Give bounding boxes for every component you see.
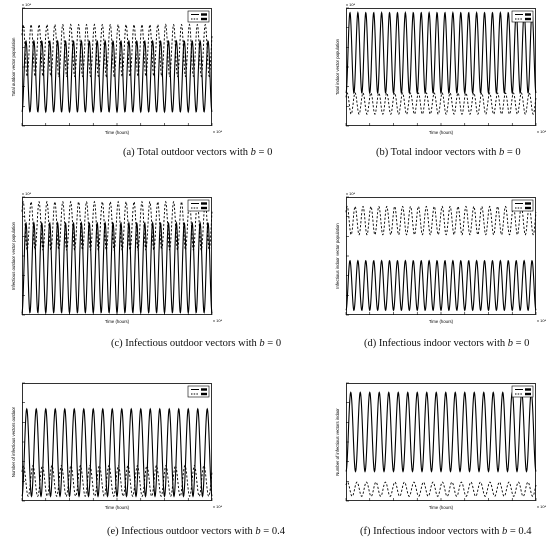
x-axis-exponent: x 10⁴ xyxy=(537,318,547,323)
chart-svg-d: Time (hours) Infectious indoor vector pop… xyxy=(335,191,547,324)
chart-panel-b: Time (hours) Total indoor vector populati… xyxy=(335,2,547,140)
chart-svg-f: Time (hours) Number of infectious vectors… xyxy=(335,382,547,510)
legend-entry-mark xyxy=(201,392,207,396)
x-axis-exponent: x 10⁴ xyxy=(213,318,223,323)
chart-caption-e: (e) Infectious outdoor vectors with b = … xyxy=(107,526,285,537)
y-axis-label: Infectious outdoor vector population xyxy=(11,221,16,290)
series-line-dashed xyxy=(21,465,213,497)
legend xyxy=(511,10,534,23)
legend-entry-mark xyxy=(525,392,531,396)
chart-caption-a: (a) Total outdoor vectors with b = 0 xyxy=(123,147,273,158)
legend xyxy=(187,199,210,212)
legend-entry-mark xyxy=(525,206,531,210)
legend-entry-mark xyxy=(525,13,531,16)
x-axis-label: Time (hours) xyxy=(429,319,454,324)
x-axis-exponent: x 10⁴ xyxy=(213,504,223,509)
y-axis-label: Infectious indoor vector population xyxy=(335,223,340,289)
x-axis-exponent: x 10⁴ xyxy=(213,129,223,134)
x-axis-label: Time (hours) xyxy=(429,505,454,510)
y-axis-label: Total outdoor vector population xyxy=(11,37,16,96)
x-axis-exponent: x 10⁴ xyxy=(537,504,547,509)
series-line-dashed xyxy=(345,92,537,115)
legend-entry-mark xyxy=(201,388,207,391)
series-line-solid xyxy=(345,259,537,312)
legend-entry-mark xyxy=(201,206,207,210)
chart-svg-b: Time (hours) Total indoor vector populati… xyxy=(335,2,547,135)
x-axis-label: Time (hours) xyxy=(105,130,130,135)
chart-panel-c: Time (hours) Infectious outdoor vector po… xyxy=(11,191,223,329)
x-axis-label: Time (hours) xyxy=(105,319,130,324)
y-axis-exponent: x 10⁴ xyxy=(346,191,356,196)
x-axis-label: Time (hours) xyxy=(429,130,454,135)
chart-caption-c: (c) Infectious outdoor vectors with b = … xyxy=(111,338,282,349)
chart-svg-c: Time (hours) Infectious outdoor vector po… xyxy=(11,191,223,324)
y-axis-label: Number of infectious vectors indoor xyxy=(335,408,340,476)
chart-panel-d: Time (hours) Infectious indoor vector pop… xyxy=(335,191,547,329)
legend xyxy=(187,10,210,23)
series-line-solid xyxy=(21,407,213,498)
series-line-dashed xyxy=(345,481,537,497)
chart-panel-f: Time (hours) Number of infectious vectors… xyxy=(335,382,547,515)
y-axis-label: Total indoor vector population xyxy=(335,38,340,95)
legend-entry-mark xyxy=(201,202,207,205)
series-line-dashed xyxy=(21,200,213,252)
series-line-solid xyxy=(345,391,537,473)
series-line-dashed xyxy=(21,23,213,78)
legend-entry-mark xyxy=(525,388,531,391)
y-axis-exponent: x 10⁴ xyxy=(22,2,32,7)
series-line-dashed xyxy=(345,205,537,236)
series-line-solid xyxy=(21,221,213,315)
y-axis-exponent: x 10⁴ xyxy=(22,191,32,196)
chart-caption-b: (b) Total indoor vectors with b = 0 xyxy=(376,147,521,158)
y-axis-exponent: x 10⁴ xyxy=(346,2,356,7)
chart-svg-a: Time (hours) Total outdoor vector populat… xyxy=(11,2,223,135)
chart-panel-e: Time (hours) Number of infectious vectors… xyxy=(11,382,223,515)
legend-entry-mark xyxy=(201,17,207,21)
series-line-solid xyxy=(21,39,213,114)
legend-entry-mark xyxy=(201,13,207,16)
x-axis-label: Time (hours) xyxy=(105,505,130,510)
legend-entry-mark xyxy=(525,17,531,21)
chart-caption-d: (d) Infectious indoor vectors with b = 0 xyxy=(364,338,530,349)
legend xyxy=(187,385,210,398)
y-axis-label: Number of infectious vectors outdoor xyxy=(11,406,16,477)
legend-entry-mark xyxy=(525,202,531,205)
legend xyxy=(511,385,534,398)
series-line-solid xyxy=(345,10,537,95)
x-axis-exponent: x 10⁴ xyxy=(537,129,547,134)
chart-svg-e: Time (hours) Number of infectious vectors… xyxy=(11,382,223,510)
plot-frame xyxy=(22,383,212,501)
chart-panel-a: Time (hours) Total outdoor vector populat… xyxy=(11,2,223,140)
legend xyxy=(511,199,534,212)
chart-caption-f: (f) Infectious indoor vectors with b = 0… xyxy=(360,526,532,537)
